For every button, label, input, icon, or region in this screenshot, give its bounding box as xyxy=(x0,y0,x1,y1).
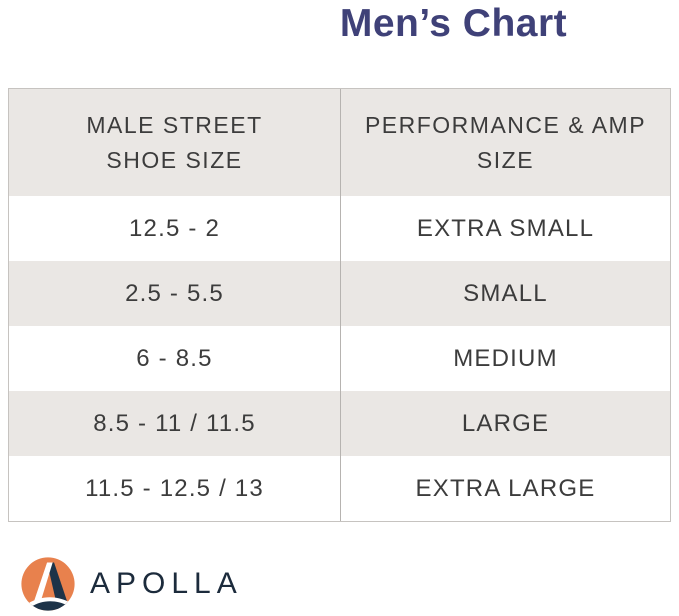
table-row-extra-large: 11.5 - 12.5 / 13 EXTRA LARGE xyxy=(9,456,670,521)
shoe-size-value: 12.5 - 2 xyxy=(9,196,341,261)
header-male-street-shoe-size: MALE STREET SHOE SIZE xyxy=(9,89,341,196)
apolla-logo-icon xyxy=(21,557,75,611)
page-title: Men’s Chart xyxy=(339,2,568,45)
shoe-size-value: 6 - 8.5 xyxy=(9,326,341,391)
amp-size-value: EXTRA LARGE xyxy=(341,456,670,521)
table-row-large: 8.5 - 11 / 11.5 LARGE xyxy=(9,391,670,456)
brand-name: APOLLA xyxy=(90,567,243,600)
brand-footer: APOLLA xyxy=(20,556,243,612)
amp-size-value: MEDIUM xyxy=(341,326,670,391)
table-header-row: MALE STREET SHOE SIZE PERFORMANCE & AMP … xyxy=(9,89,670,196)
shoe-size-value: 8.5 - 11 / 11.5 xyxy=(9,391,341,456)
mens-size-table: MALE STREET SHOE SIZE PERFORMANCE & AMP … xyxy=(8,88,671,522)
amp-size-value: SMALL xyxy=(341,261,670,326)
table-row-small: 2.5 - 5.5 SMALL xyxy=(9,261,670,326)
header-performance-amp-size: PERFORMANCE & AMP SIZE xyxy=(341,89,670,196)
amp-size-value: LARGE xyxy=(341,391,670,456)
shoe-size-value: 11.5 - 12.5 / 13 xyxy=(9,456,341,521)
table-row-extra-small: 12.5 - 2 EXTRA SMALL xyxy=(9,196,670,261)
amp-size-value: EXTRA SMALL xyxy=(341,196,670,261)
table-row-medium: 6 - 8.5 MEDIUM xyxy=(9,326,670,391)
shoe-size-value: 2.5 - 5.5 xyxy=(9,261,341,326)
